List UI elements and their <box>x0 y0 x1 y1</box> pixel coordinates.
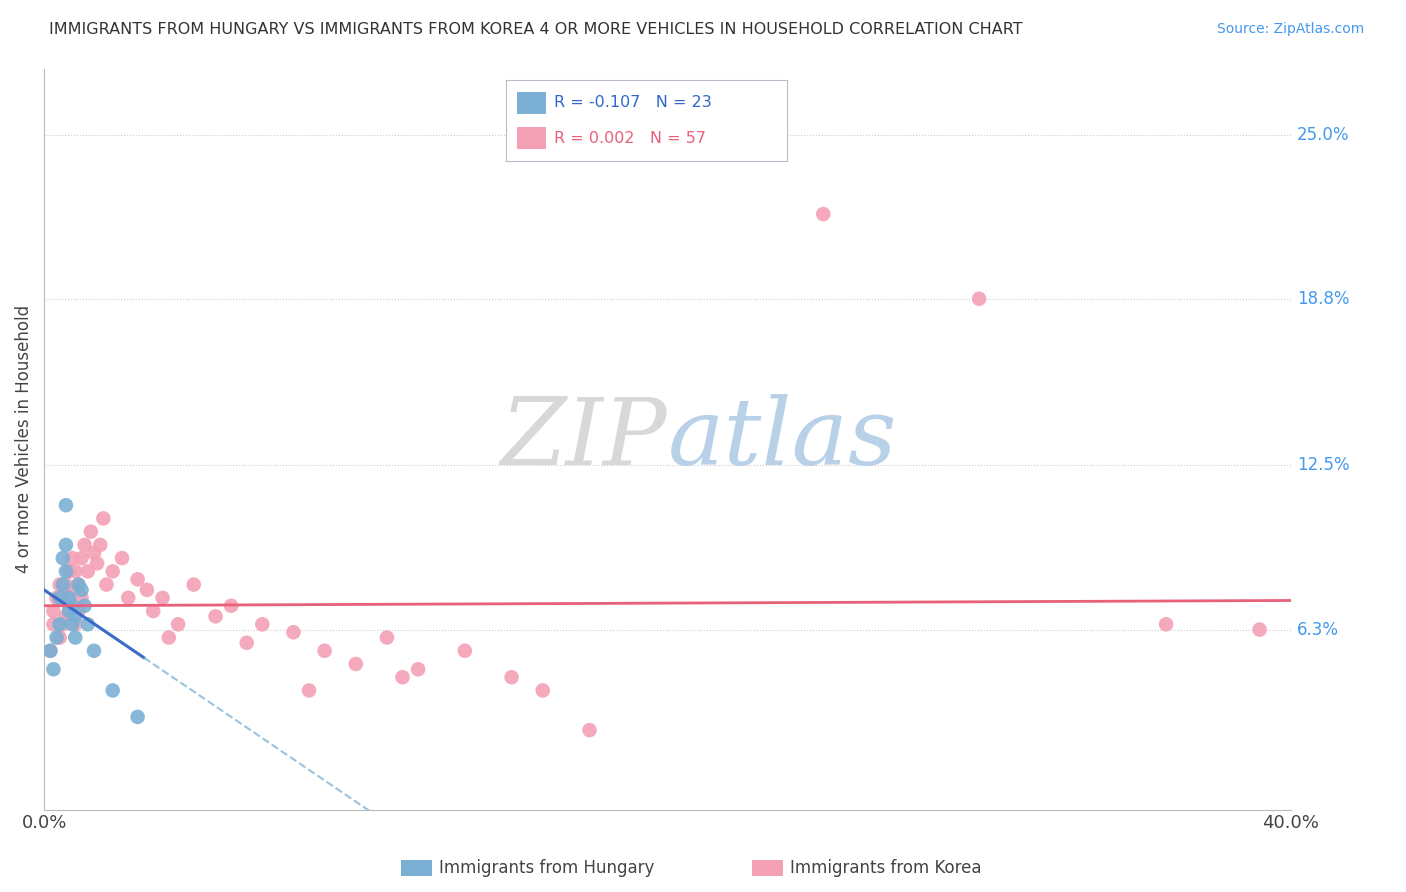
Text: 12.5%: 12.5% <box>1296 457 1350 475</box>
Point <box>142 604 165 618</box>
Point <box>52 577 75 591</box>
Point <box>501 670 523 684</box>
Point <box>183 577 205 591</box>
Point <box>235 636 257 650</box>
Text: IMMIGRANTS FROM HUNGARY VS IMMIGRANTS FROM KOREA 4 OR MORE VEHICLES IN HOUSEHOLD: IMMIGRANTS FROM HUNGARY VS IMMIGRANTS FR… <box>49 22 1022 37</box>
Point <box>76 565 98 579</box>
Point <box>83 644 105 658</box>
Point <box>65 609 87 624</box>
Point <box>55 498 77 512</box>
Point <box>283 625 305 640</box>
Point <box>70 591 93 605</box>
Point <box>52 617 75 632</box>
Point <box>101 565 124 579</box>
Point <box>70 582 93 597</box>
Bar <box>517 127 546 149</box>
Text: atlas: atlas <box>668 394 897 484</box>
Point <box>167 617 190 632</box>
Point <box>55 609 77 624</box>
Point <box>60 582 83 597</box>
Point <box>42 604 65 618</box>
Y-axis label: 4 or more Vehicles in Household: 4 or more Vehicles in Household <box>15 305 32 573</box>
Point <box>58 604 80 618</box>
Text: 25.0%: 25.0% <box>1296 126 1350 144</box>
Point <box>52 551 75 566</box>
Text: Source: ZipAtlas.com: Source: ZipAtlas.com <box>1216 22 1364 37</box>
Point <box>91 511 114 525</box>
Point <box>1154 617 1177 632</box>
Point <box>65 565 87 579</box>
Point <box>60 617 83 632</box>
Point <box>76 617 98 632</box>
Point <box>39 644 62 658</box>
Point <box>252 617 274 632</box>
Point <box>60 599 83 613</box>
Point <box>96 577 118 591</box>
Point <box>117 591 139 605</box>
Point <box>406 662 429 676</box>
Point <box>152 591 174 605</box>
Point <box>45 631 67 645</box>
Point <box>67 577 90 591</box>
Point <box>127 572 149 586</box>
Point <box>55 565 77 579</box>
Point <box>42 662 65 676</box>
Point <box>67 577 90 591</box>
Point <box>111 551 134 566</box>
Point <box>375 631 398 645</box>
Point <box>58 599 80 613</box>
Point <box>391 670 413 684</box>
Point <box>65 631 87 645</box>
Text: 6.3%: 6.3% <box>1296 621 1339 639</box>
Point <box>1249 623 1271 637</box>
Point <box>86 557 108 571</box>
Point <box>89 538 111 552</box>
Point <box>298 683 321 698</box>
Bar <box>517 92 546 114</box>
Point <box>58 591 80 605</box>
Point <box>101 683 124 698</box>
Point <box>67 604 90 618</box>
Point <box>58 565 80 579</box>
Text: Immigrants from Korea: Immigrants from Korea <box>790 859 981 877</box>
Point <box>48 631 70 645</box>
Point <box>60 551 83 566</box>
Point <box>52 591 75 605</box>
Text: R = -0.107   N = 23: R = -0.107 N = 23 <box>554 95 711 111</box>
Point <box>73 538 96 552</box>
Point <box>83 546 105 560</box>
Point <box>136 582 159 597</box>
Point <box>48 591 70 605</box>
Point <box>48 577 70 591</box>
Point <box>65 617 87 632</box>
Point <box>73 599 96 613</box>
Point <box>39 644 62 658</box>
Text: Immigrants from Hungary: Immigrants from Hungary <box>439 859 654 877</box>
Point <box>219 599 242 613</box>
Text: ZIP: ZIP <box>501 394 668 484</box>
Point <box>48 617 70 632</box>
Point <box>578 723 600 738</box>
Point <box>344 657 367 671</box>
Point <box>454 644 477 658</box>
Point <box>813 207 835 221</box>
Point <box>967 292 990 306</box>
Point <box>42 617 65 632</box>
Point <box>204 609 226 624</box>
Point <box>157 631 180 645</box>
Point <box>531 683 554 698</box>
Point <box>70 551 93 566</box>
Text: R = 0.002   N = 57: R = 0.002 N = 57 <box>554 130 706 145</box>
Text: 18.8%: 18.8% <box>1296 290 1350 308</box>
Point <box>55 538 77 552</box>
Point <box>127 710 149 724</box>
Point <box>55 577 77 591</box>
Point <box>45 591 67 605</box>
Point <box>80 524 103 539</box>
Point <box>314 644 336 658</box>
